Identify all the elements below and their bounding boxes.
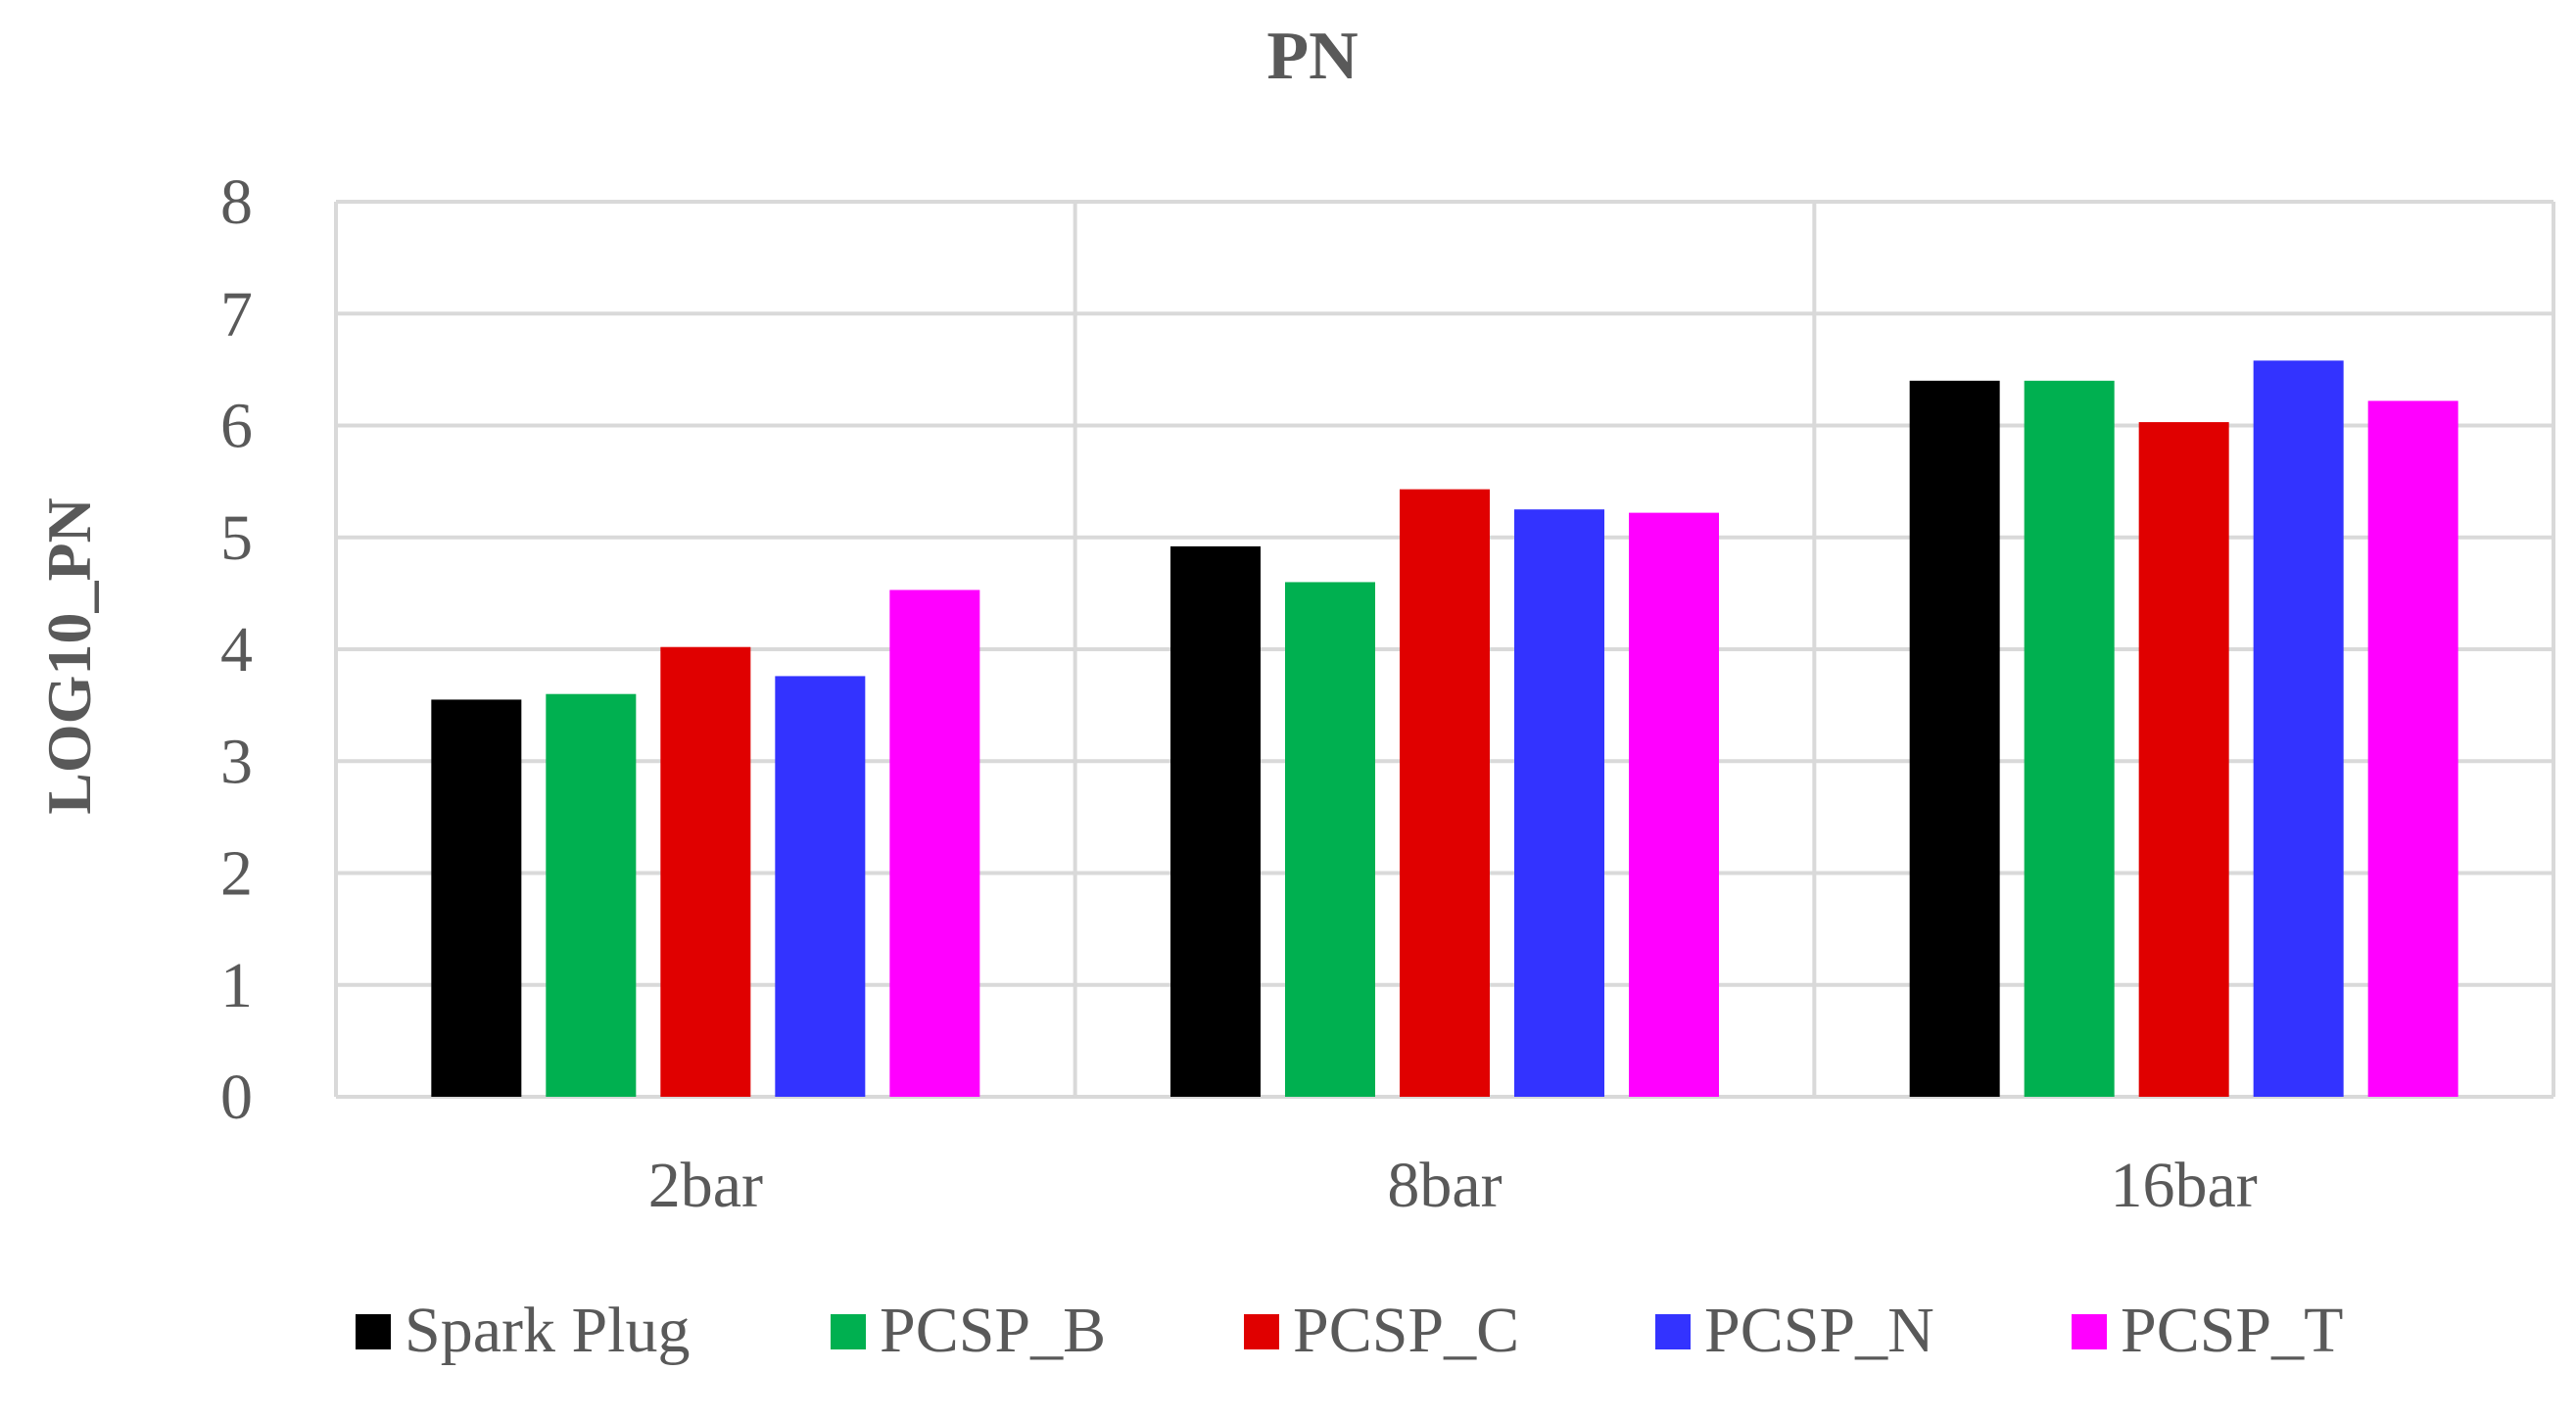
y-tick-label: 2 [220,838,253,910]
bar [1909,380,2000,1097]
y-tick-label: 8 [220,166,253,238]
legend-swatch [1655,1314,1691,1349]
legend: Spark Plug PCSP_B PCSP_C PCSP_N PCSP_T [356,1295,2343,1366]
y-tick-label: 5 [220,502,253,574]
bar [2253,360,2344,1097]
legend-swatch [1244,1314,1279,1349]
x-tick-label: 2bar [648,1150,763,1221]
legend-swatch [2072,1314,2107,1349]
legend-label: PCSP_C [1293,1295,1519,1366]
y-tick-label: 3 [220,726,253,797]
y-tick-label: 6 [220,391,253,462]
y-tick-label: 0 [220,1062,253,1133]
bar [546,693,637,1097]
x-tick-label: 16bar [2111,1150,2258,1221]
legend-label: PCSP_N [1704,1295,1934,1366]
bar [2367,401,2458,1097]
legend-swatch [831,1314,866,1349]
y-axis-label: LOG10_PN [34,497,104,815]
bar [889,590,980,1097]
x-tick-label: 8bar [1387,1150,1502,1221]
bar [2024,380,2115,1097]
bar [431,699,522,1097]
chart-title: PN [1266,19,1358,94]
y-tick-label: 1 [220,950,253,1021]
bar [2138,422,2229,1097]
legend-label: PCSP_B [880,1295,1106,1366]
legend-swatch [356,1314,391,1349]
legend-label: PCSP_T [2121,1295,2343,1366]
bar [1629,512,1719,1097]
bar [1285,582,1375,1097]
bar [660,646,751,1097]
y-tick-label: 7 [220,278,253,350]
bar [1400,489,1490,1097]
plot-area: 0 1 2 3 4 5 6 7 8 2bar 8bar 16bar [220,166,2555,1221]
legend-label: Spark Plug [405,1295,691,1366]
y-tick-label: 4 [220,614,253,685]
bar [1514,509,1604,1097]
bar [775,676,866,1097]
bar [1170,545,1261,1097]
